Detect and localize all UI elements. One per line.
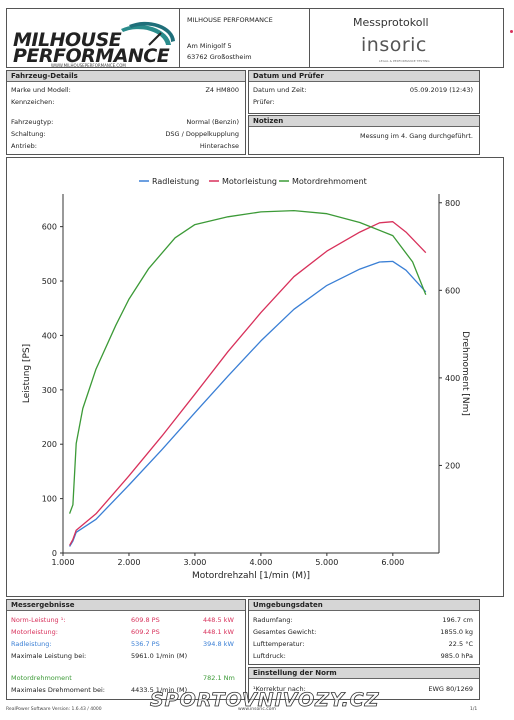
y-tick-label: 100: [42, 495, 57, 504]
date-tester-panel: Datum und Prüfer Datum und Zeit: 05.09.2…: [248, 70, 480, 114]
software-version: RealPower Software Version: 1.6.43 / 400…: [6, 707, 102, 712]
pressure-label: Luftdruck:: [253, 652, 286, 660]
norm-label: ¹Korrektur nach:: [253, 685, 306, 693]
x-tick-label: 3.000: [183, 558, 206, 567]
legend-label: Motordrehmoment: [292, 177, 367, 186]
wheel-circumference-label: Radumfang:: [253, 616, 293, 624]
legend-label: Radleistung: [152, 177, 199, 186]
motor-power-label: Motorleistung:: [11, 628, 58, 636]
y-tick-label: 200: [42, 440, 57, 449]
insoric-tagline: LEGAL & PERFORMANCE TESTING: [379, 59, 430, 63]
header: MILHOUSE PERFORMANCE WWW.MILHOUSEPERFORM…: [6, 8, 504, 68]
header-divider-1: [179, 9, 180, 67]
y-axis-title: Leistung [PS]: [22, 344, 32, 403]
wheel-circumference-value: 196.7 cm: [442, 616, 473, 624]
x-tick-label: 5.000: [315, 558, 338, 567]
gear-label: Schaltung:: [11, 130, 46, 138]
norm-power-label: Norm-Leistung ¹:: [11, 616, 66, 624]
company-street: Am Minigolf 5: [187, 42, 232, 50]
weight-label: Gesamtes Gewicht:: [253, 628, 317, 636]
make-value: Z4 HM800: [205, 86, 239, 94]
environment-panel: Umgebungsdaten Radumfang: 196.7 cm Gesam…: [248, 599, 480, 665]
results-heading: Messergebnisse: [7, 600, 245, 611]
wheel-power-kw: 394.8 kW: [203, 640, 234, 648]
chart-panel: 0 100 200 300 400 500 600 200 400 600 800 1.000 2.00…: [6, 157, 504, 597]
torque-label: Motordrehmoment: [11, 674, 72, 682]
norm-heading: Einstellung der Norm: [249, 668, 479, 679]
gear-value: DSG / Doppelkupplung: [165, 130, 239, 138]
legend-label: Motorleistung: [222, 177, 277, 186]
page-edge-mark: [510, 30, 513, 33]
doc-title: Messprotokoll: [353, 16, 429, 29]
series-line-motorleistung: [69, 221, 427, 546]
y2-tick-label: 200: [445, 461, 460, 470]
norm-power-ps: 609.8 PS: [131, 616, 160, 624]
logo-url: WWW.MILHOUSEPERFORMANCE.COM: [51, 63, 126, 68]
plate-label: Kennzeichen:: [11, 98, 55, 106]
max-power-label: Maximale Leistung bei:: [11, 652, 87, 660]
drive-value: Hinterachse: [199, 142, 239, 150]
logo-line2: PERFORMANCE: [13, 45, 170, 67]
website: www.insoric.com: [238, 707, 276, 712]
motor-power-ps: 609.2 PS: [131, 628, 160, 636]
tester-label: Prüfer:: [253, 98, 275, 106]
insoric-logo: insoric: [361, 34, 427, 56]
x-axis-title: Motordrehzahl [1/min (M)]: [192, 571, 310, 581]
date-label: Datum und Zeit:: [253, 86, 307, 94]
y2-tick-label: 400: [445, 374, 460, 383]
y2-tick-label: 600: [445, 286, 460, 295]
page-number: 1/1: [470, 707, 478, 712]
temperature-value: 22.5 °C: [448, 640, 473, 648]
company-city: 63762 Großostheim: [187, 53, 252, 61]
max-torque-value: 4433.5 1/min (M): [131, 686, 188, 694]
type-label: Fahrzeugtyp:: [11, 118, 54, 126]
make-label: Marke und Modell:: [11, 86, 71, 94]
norm-value: EWG 80/1269: [428, 685, 473, 693]
torque-value: 782.1 Nm: [203, 674, 235, 682]
y-tick-label: 600: [42, 223, 57, 232]
y-tick-label: 500: [42, 277, 57, 286]
x-tick-label: 4.000: [249, 558, 272, 567]
notes-heading: Notizen: [249, 116, 479, 127]
date-value: 05.09.2019 (12:43): [409, 86, 473, 94]
notes-panel: Notizen Messung im 4. Gang durchgeführt.: [248, 115, 480, 155]
logo-line1: MILHOUSE: [13, 29, 122, 51]
vehicle-details-heading: Fahrzeug-Details: [7, 71, 245, 82]
notes-text: Messung im 4. Gang durchgeführt.: [359, 132, 473, 140]
pressure-value: 985.0 hPa: [440, 652, 473, 660]
x-tick-label: 2.000: [118, 558, 141, 567]
weight-value: 1855.0 kg: [440, 628, 473, 636]
dyno-chart: 0 100 200 300 400 500 600 200 400 600 800 1.000 2.00…: [22, 177, 470, 581]
series-line-motordrehmoment: [68, 209, 427, 514]
x-tick-label: 6.000: [381, 558, 404, 567]
drive-label: Antrieb:: [11, 142, 37, 150]
norm-power-kw: 448.5 kW: [203, 616, 234, 624]
y-tick-label: 300: [42, 386, 57, 395]
wheel-power-label: Radleistung:: [11, 640, 52, 648]
vehicle-details-panel: Fahrzeug-Details Marke und Modell: Z4 HM…: [6, 70, 246, 155]
header-divider-2: [309, 9, 310, 67]
date-tester-heading: Datum und Prüfer: [249, 71, 479, 82]
environment-heading: Umgebungsdaten: [249, 600, 479, 611]
series-line-radleistung: [69, 260, 427, 547]
watermark: SPORTOVNIVOZY.CZ: [150, 689, 380, 712]
max-torque-label: Maximales Drehmoment bei:: [11, 686, 105, 694]
results-panel: Messergebnisse Norm-Leistung ¹: 609.8 PS…: [6, 599, 246, 700]
temperature-label: Lufttemperatur:: [253, 640, 305, 648]
max-power-value: 5961.0 1/min (M): [131, 652, 188, 660]
y2-tick-label: 800: [445, 199, 460, 208]
y-tick-label: 0: [52, 549, 57, 558]
x-tick-label: 1.000: [52, 558, 75, 567]
y-tick-label: 400: [42, 331, 57, 340]
milhouse-logo: MILHOUSE PERFORMANCE WWW.MILHOUSEPERFORM…: [11, 11, 179, 68]
wheel-power-ps: 536.7 PS: [131, 640, 160, 648]
norm-panel: Einstellung der Norm ¹Korrektur nach: EW…: [248, 667, 480, 700]
y2-axis-title: Drehmoment [Nm]: [460, 331, 470, 416]
company-name: MILHOUSE PERFORMANCE: [187, 16, 273, 24]
type-value: Normal (Benzin): [186, 118, 239, 126]
motor-power-kw: 448.1 kW: [203, 628, 234, 636]
logo-swoosh-icon: [121, 21, 175, 46]
